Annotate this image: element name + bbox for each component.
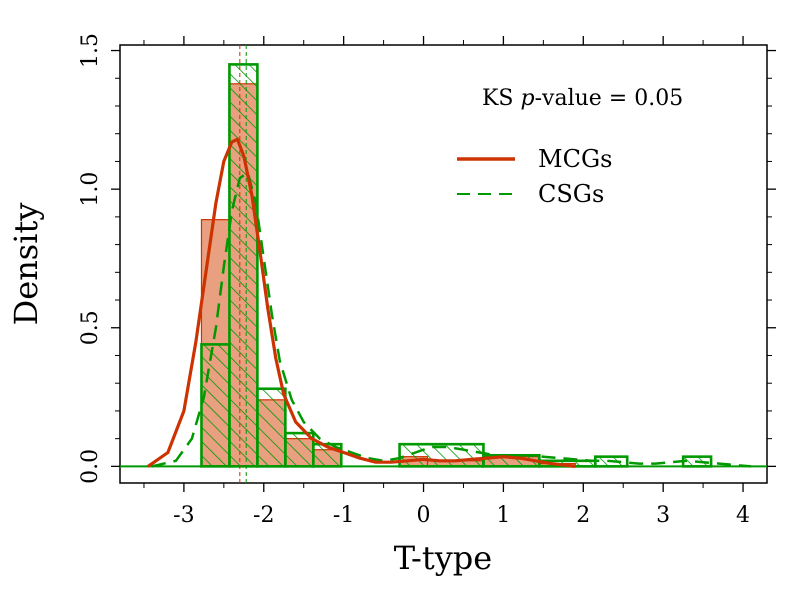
ks-annotation-prefix: KS (482, 86, 521, 111)
x-axis-title: T-type (394, 539, 492, 577)
y-tick-label: 1.0 (78, 172, 103, 207)
csg-density-line (151, 170, 752, 468)
mcg-density-line (147, 137, 576, 468)
csg-bar-0 (200, 343, 231, 468)
csg-bar-1 (228, 63, 259, 468)
x-tick-label: 2 (576, 503, 590, 528)
x-tick-label: 0 (417, 503, 431, 528)
y-axis-title: Density (7, 203, 45, 326)
ks-annotation: KS p-value = 0.05 (482, 86, 683, 111)
legend-label-csgs: CSGs (538, 180, 604, 208)
legend-label-mcgs: MCGs (538, 145, 612, 173)
plot-frame (119, 44, 768, 484)
ks-annotation-suffix: -value = 0.05 (535, 86, 684, 111)
legend: MCGs CSGs (457, 145, 612, 208)
x-tick-label: 4 (736, 503, 750, 528)
density-curves (147, 137, 752, 468)
x-tick-label: 3 (656, 503, 670, 528)
y-tick-label: 1.5 (78, 33, 103, 68)
x-tick-label: -3 (173, 503, 194, 528)
x-axis: -3 -2 -1 0 1 2 3 4 (143, 36, 750, 528)
x-tick-label: -1 (333, 503, 354, 528)
y-axis: 0.0 0.5 1.0 1.5 (78, 33, 776, 484)
csg-bar-2 (256, 387, 287, 468)
y-tick-label: 0.0 (78, 449, 103, 484)
median-lines (239, 45, 247, 483)
ks-annotation-p: p (521, 86, 535, 111)
x-tick-label: -2 (253, 503, 274, 528)
y-tick-label: 0.5 (78, 310, 103, 345)
x-tick-label: 1 (496, 503, 510, 528)
